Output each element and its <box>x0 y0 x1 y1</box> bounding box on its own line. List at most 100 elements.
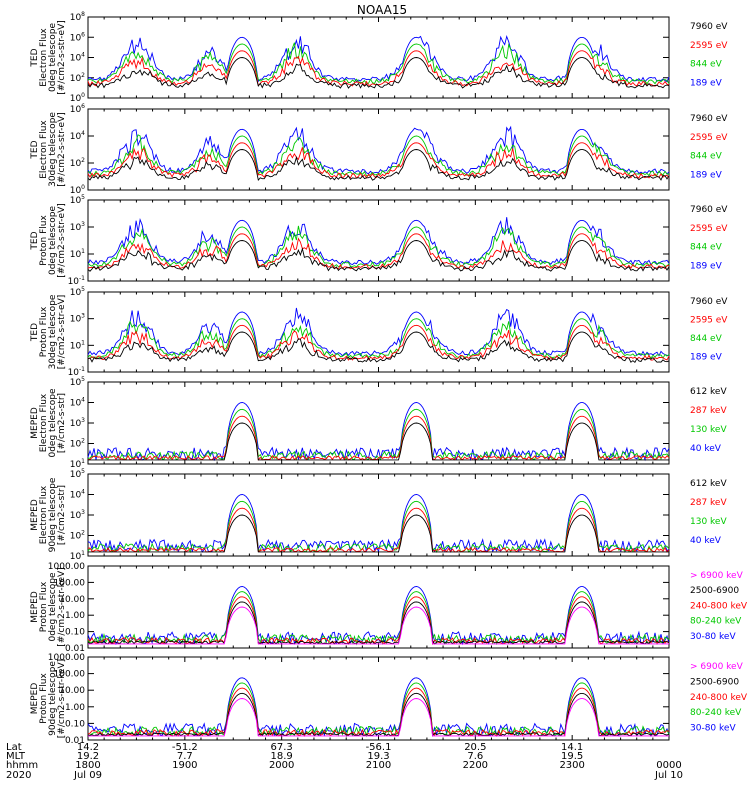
y-tick-label: 105 <box>70 194 85 206</box>
y-tick-label: 106 <box>70 103 85 115</box>
legend-entry: > 6900 keV <box>690 662 744 672</box>
series-trace <box>87 318 670 359</box>
panel-ylabel-line: [#/cm2-s-str-eV] <box>57 203 67 278</box>
footer-row-label: 2020 <box>6 770 31 781</box>
panel-ylabel-line: TED <box>30 231 40 250</box>
series-trace <box>88 422 669 461</box>
footer-value: 2000 <box>269 760 294 771</box>
panel-ylabel-line: 0deg telescope <box>48 388 58 458</box>
panel-ylabel-line: [#/cm2-s-str-eV] <box>57 112 67 187</box>
panel-ylabel-line: 0deg telescope <box>48 572 58 642</box>
y-tick-label: 103 <box>70 509 85 521</box>
footer-value: 14.1 <box>561 742 583 753</box>
panel-ylabel-line: 30deg telescope <box>48 112 58 187</box>
legend-entry: 844 eV <box>690 243 723 253</box>
panel-ylabel-line: [#/cm2-s-str] <box>57 485 67 545</box>
legend-entry: 7960 eV <box>690 22 728 32</box>
footer-value: -56.1 <box>366 742 392 753</box>
footer-value: 20.5 <box>464 742 486 753</box>
footer-value: 18.9 <box>271 751 293 762</box>
panel-ylabel-line: [#/cm2-s-str-eV] <box>57 20 67 95</box>
footer-row-label: Lat <box>6 742 22 753</box>
series-trace <box>87 125 670 175</box>
panel-ylabel-line: MEPED <box>30 591 40 623</box>
legend-entry: 2595 eV <box>690 224 728 234</box>
legend-entry: 844 eV <box>690 152 723 162</box>
panel-3: 10-1 101 103 105 TED Proton Flux 0deg telescop… <box>30 194 728 287</box>
panel-traces <box>87 402 670 462</box>
panel-1: 100 102 104 106 108 TED Electron Flux 0deg tele… <box>30 11 728 104</box>
series-trace <box>87 596 670 646</box>
panel-5: 101 102 103 104 105 MEPED Electron Flux 0deg te… <box>30 376 727 470</box>
panel-2: 100 102 104 106 TED Electron Flux 30deg telesc… <box>30 103 728 196</box>
panel-ylabel-line: 90deg telescope <box>48 477 58 552</box>
footer-hhmm-row: 1800 1900 2000 2100 2200 2300 0000 <box>75 760 681 771</box>
panel-ylabel-line: Proton Flux <box>39 215 49 266</box>
legend-entry: 240-800 keV <box>690 693 748 703</box>
series-trace <box>88 134 670 177</box>
legend-entry: 40 keV <box>690 444 722 454</box>
y-tick-label: 101 <box>70 458 85 470</box>
y-tick-label: 102 <box>70 530 85 542</box>
panel-traces <box>87 307 670 363</box>
y-tick-label: 100.00 <box>54 670 86 680</box>
legend-entry: 189 eV <box>690 170 723 180</box>
legend-entry: 189 eV <box>690 261 723 271</box>
legend-entry: 2595 eV <box>690 41 728 51</box>
panel-traces <box>87 677 670 738</box>
y-tick-label: 1.00 <box>65 703 85 713</box>
series-trace <box>87 507 670 553</box>
footer-value: 1900 <box>172 760 197 771</box>
series-trace <box>87 677 670 738</box>
footer-value: 7.7 <box>177 751 193 762</box>
series-trace <box>87 324 670 361</box>
y-tick-label: 100 <box>70 92 85 104</box>
panel-ylabel-line: Proton Flux <box>39 673 49 724</box>
series-trace <box>87 50 670 87</box>
panel-ylabel-line: TED <box>30 323 40 342</box>
legend-entry: 2500-6900 <box>690 586 739 596</box>
y-tick-label: 10.00 <box>59 686 85 696</box>
series-trace <box>87 240 670 272</box>
y-tick-label: 100.00 <box>54 578 86 588</box>
y-tick-label: 105 <box>70 286 85 298</box>
series-trace <box>88 415 670 461</box>
series-trace <box>87 692 670 737</box>
footer-lat-row: 14.2 -51.2 67.3 -56.1 20.5 14.1 <box>77 742 583 753</box>
y-tick-label: 1000.00 <box>48 653 85 663</box>
footer-value: 2300 <box>559 760 584 771</box>
panel-ylabel-line: [#/cm2-s-str-eV] <box>57 295 67 370</box>
legend-entry: 130 keV <box>690 517 727 527</box>
legend-entry: 40 keV <box>690 536 722 546</box>
legend-entry: 80-240 keV <box>690 708 742 718</box>
series-trace <box>88 514 669 553</box>
panel-8: 0.01 0.10 1.00 10.00 100.00 1000.00 MEPED Proto… <box>30 653 748 746</box>
legend-entry: 612 keV <box>690 479 727 489</box>
y-tick-label: 103 <box>70 417 85 429</box>
footer-date-end: Jul 10 <box>654 770 683 781</box>
y-tick-label: 103 <box>70 221 85 233</box>
series-trace <box>87 225 670 268</box>
legend-entry: 80-240 keV <box>690 617 742 627</box>
legend-entry: 2595 eV <box>690 316 728 326</box>
y-tick-label: 0.10 <box>65 628 85 638</box>
panel-ylabel-line: 90deg telescope <box>48 661 58 736</box>
series-trace <box>87 601 670 645</box>
panel-traces <box>87 586 670 646</box>
series-trace <box>87 402 670 462</box>
y-tick-label: 104 <box>70 489 85 501</box>
y-tick-label: 0.01 <box>65 736 85 746</box>
panel-traces <box>87 217 670 272</box>
y-tick-label: 10-1 <box>68 366 86 378</box>
footer-value: 19.3 <box>367 751 389 762</box>
panel-ylabel-line: Electron Flux <box>39 393 49 452</box>
series-trace <box>87 149 670 181</box>
series-trace <box>87 142 670 179</box>
panel-ylabel-line: TED <box>30 48 40 67</box>
panel-ylabel-line: [#/cm2-s-str] <box>57 393 67 453</box>
series-trace <box>87 42 670 85</box>
legend-entry: 2595 eV <box>690 133 728 143</box>
panel-ylabel-line: MEPED <box>30 499 40 531</box>
